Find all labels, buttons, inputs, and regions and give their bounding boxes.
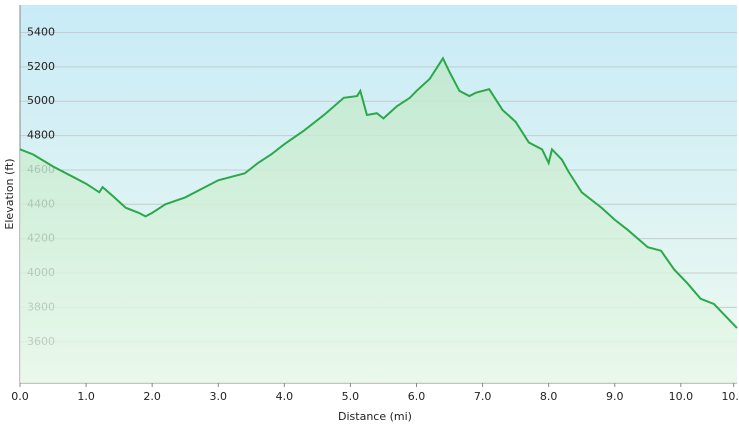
x-tick-label: 3.0 xyxy=(209,390,227,403)
x-tick-label: 9.0 xyxy=(606,390,624,403)
x-axis-label: Distance (mi) xyxy=(338,410,412,423)
y-tick-label: 5200 xyxy=(27,60,55,73)
x-tick-label: 10.8 xyxy=(721,390,739,403)
x-tick-label: 4.0 xyxy=(276,390,294,403)
area-fill xyxy=(20,58,737,383)
x-tick-label: 2.0 xyxy=(143,390,161,403)
x-tick-label: 10.0 xyxy=(669,390,694,403)
y-tick-label: 5400 xyxy=(27,25,55,38)
y-tick-label: 4800 xyxy=(27,129,55,142)
x-tick-label: 1.0 xyxy=(77,390,95,403)
y-axis-label: Elevation (ft) xyxy=(3,158,16,229)
x-tick-label: 6.0 xyxy=(408,390,426,403)
x-tick-label: 0.0 xyxy=(11,390,29,403)
y-tick-label: 5000 xyxy=(27,94,55,107)
elevation-line xyxy=(19,56,738,329)
x-tick-label: 8.0 xyxy=(540,390,558,403)
x-tick-label: 7.0 xyxy=(474,390,492,403)
x-tick-label: 5.0 xyxy=(342,390,360,403)
